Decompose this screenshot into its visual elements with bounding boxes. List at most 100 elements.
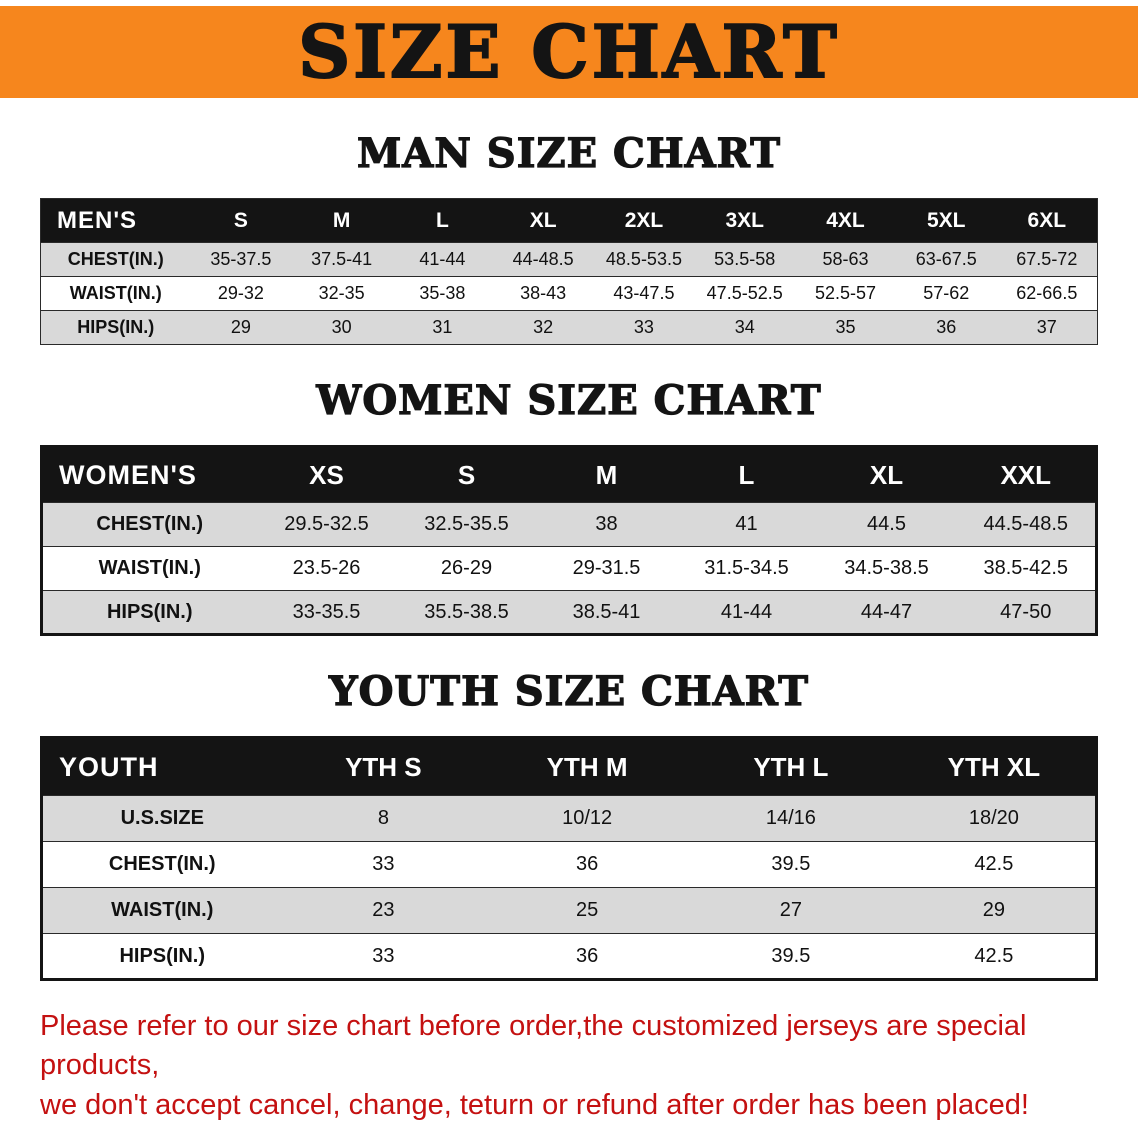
data-cell: 35-38 [419,283,466,303]
row-label: U.S.SIZE [120,807,204,829]
data-cell: 39.5 [771,853,811,875]
data-cell: 34 [734,317,755,337]
data-cell: 31.5-34.5 [704,557,789,579]
data-cell: 63-67.5 [915,249,977,269]
table-row: WAIST(IN.) 23 25 27 29 [41,887,1097,934]
row-label: CHEST(IN.) [96,513,204,535]
table-row: WAIST(IN.) 23.5-26 26-29 29-31.5 31.5-34.5 34… [41,546,1097,591]
row-label: WAIST(IN.) [98,557,201,579]
men-size-heading: MAN SIZE CHART [356,130,781,177]
women-size-section: WOMEN SIZE CHART WOMEN'S XS S M L XL XXL CHEST(… [0,377,1138,636]
data-cell: 37 [1036,317,1057,337]
data-cell: 10/12 [562,807,613,829]
data-cell: 44.5 [867,513,906,535]
data-cell: 34.5-38.5 [844,557,929,579]
data-cell: 36 [576,853,599,875]
size-header-cell: L [676,446,817,503]
disclaimer: Please refer to our size chart before or… [40,1007,1102,1125]
row-label: WAIST(IN.) [111,899,214,921]
data-cell: 29 [230,317,251,337]
data-cell: 29-32 [217,283,264,303]
data-cell: 35-37.5 [210,249,272,269]
data-cell: 29-31.5 [572,557,641,579]
table-row: CHEST(IN.) 29.5-32.5 32.5-35.5 38 41 44.5 44.5… [41,502,1097,547]
size-header-cell: XL [492,198,594,243]
data-cell: 42.5 [974,944,1014,967]
table-header-row: YOUTH YTH S YTH M YTH L YTH XL [41,737,1097,796]
data-cell: 33 [633,317,654,337]
data-cell: 44-48.5 [512,249,574,269]
table-title-cell: YOUTH [41,737,282,796]
table-header-row: MEN'S S M L XL 2XL 3XL 4XL 5XL 6XL [40,198,1098,243]
data-cell: 43-47.5 [613,283,675,303]
data-cell: 67.5-72 [1016,249,1078,269]
row-label: WAIST(IN.) [69,283,162,303]
data-cell: 38.5-42.5 [983,557,1068,579]
size-header-cell: 2XL [593,198,695,243]
data-cell: 38-43 [520,283,567,303]
size-header-cell: XXL [956,446,1097,503]
data-cell: 58-63 [822,249,869,269]
women-size-table: WOMEN'S XS S M L XL XXL CHEST(IN.) 29.5-32.5 32.5… [40,445,1098,636]
data-cell: 23 [372,899,395,921]
data-cell: 57-62 [923,283,970,303]
data-cell: 35.5-38.5 [424,600,509,623]
size-header-cell: M [536,446,677,503]
size-header-cell: 4XL [795,198,896,243]
size-header-cell: M [291,198,393,243]
youth-size-section: YOUTH SIZE CHART YOUTH YTH S YTH M YTH L YTH… [0,668,1138,981]
table-row: HIPS(IN.) 33 36 39.5 42.5 [41,933,1097,980]
youth-size-heading: YOUTH SIZE CHART [328,668,809,715]
table-row: HIPS(IN.) 33-35.5 35.5-38.5 38.5-41 41-44 44-… [41,590,1097,635]
data-cell: 38 [595,513,618,535]
data-cell: 33 [372,944,395,967]
data-cell: 27 [779,899,802,921]
data-cell: 36 [576,944,599,967]
table-row: HIPS(IN.) 29 30 31 32 33 34 35 36 37 [40,310,1098,345]
size-header-cell: 6XL [996,198,1098,243]
data-cell: 41 [735,513,758,535]
data-cell: 32-35 [318,283,365,303]
data-cell: 29.5-32.5 [284,513,369,535]
size-header-cell: YTH L [689,737,893,796]
row-label: CHEST(IN.) [67,249,164,269]
data-cell: 32.5-35.5 [424,513,509,535]
size-header-cell: S [396,446,537,503]
data-cell: 23.5-26 [292,557,361,579]
data-cell: 47-50 [1000,600,1052,623]
data-cell: 47.5-52.5 [706,283,783,303]
data-cell: 39.5 [771,944,811,967]
data-cell: 41-44 [720,600,773,623]
data-cell: 33-35.5 [292,600,361,623]
data-cell: 36 [936,317,957,337]
men-size-section: MAN SIZE CHART MEN'S S M L XL 2XL 3XL 4XL 5XL 6XL… [0,130,1138,345]
table-header-row: WOMEN'S XS S M L XL XXL [41,446,1097,503]
data-cell: 31 [432,317,453,337]
data-cell: 30 [331,317,352,337]
table-row: CHEST(IN.) 33 36 39.5 42.5 [41,841,1097,888]
data-cell: 18/20 [968,807,1019,829]
size-header-cell: YTH XL [892,737,1097,796]
data-cell: 35 [835,317,856,337]
disclaimer-line-2: we don't accept cancel, change, teturn o… [40,1088,1029,1121]
table-row: CHEST(IN.) 35-37.5 37.5-41 41-44 44-48.5 48.5… [40,242,1098,277]
size-header-cell: YTH M [485,737,689,796]
row-label: CHEST(IN.) [108,853,216,875]
data-cell: 38.5-41 [572,600,641,623]
data-cell: 53.5-58 [714,249,776,269]
disclaimer-line-1: Please refer to our size chart before or… [40,1010,1027,1082]
size-header-cell: L [392,198,493,243]
size-header-cell: XL [816,446,957,503]
data-cell: 42.5 [974,853,1014,875]
women-size-heading: WOMEN SIZE CHART [316,377,822,424]
data-cell: 25 [576,899,599,921]
data-cell: 62-66.5 [1016,283,1078,303]
table-row: U.S.SIZE 8 10/12 14/16 18/20 [41,795,1097,842]
data-cell: 52.5-57 [814,283,876,303]
size-header-cell: 5XL [895,198,997,243]
table-title-cell: MEN'S [40,198,191,243]
data-cell: 29 [982,899,1005,921]
data-cell: 44-47 [860,600,913,623]
data-cell: 37.5-41 [311,249,373,269]
